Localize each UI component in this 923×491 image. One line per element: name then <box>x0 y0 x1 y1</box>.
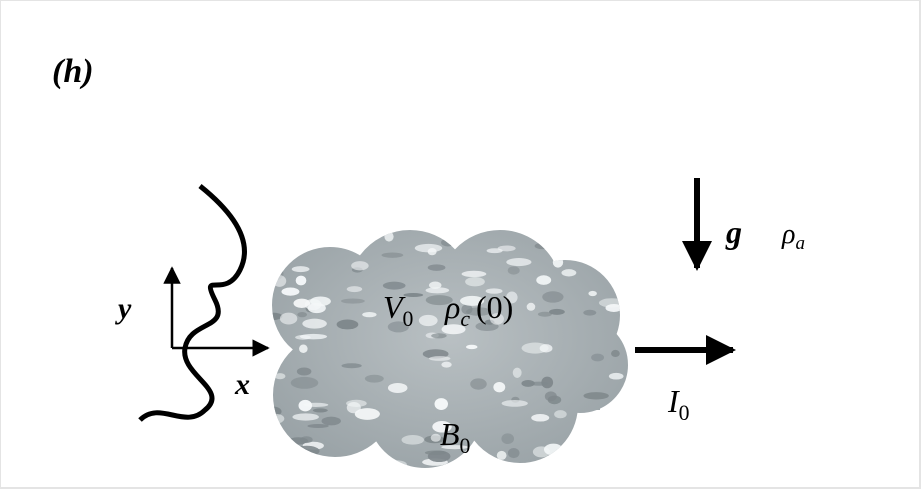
speckle <box>435 398 448 410</box>
speckle <box>310 296 331 306</box>
symbol: B <box>440 416 460 452</box>
argument: (0) <box>476 289 513 325</box>
speckle <box>487 248 503 253</box>
speckle <box>429 281 442 288</box>
speckle <box>428 264 446 270</box>
speckle <box>299 400 313 411</box>
speckle <box>415 244 442 252</box>
speckle <box>429 356 451 361</box>
speckle <box>470 378 487 389</box>
speckle <box>536 275 551 285</box>
speckle <box>541 377 553 389</box>
speckle <box>527 303 536 311</box>
speckle <box>431 333 447 338</box>
speckle <box>538 312 552 317</box>
speckle <box>542 291 563 302</box>
speckle <box>292 413 318 420</box>
speckle <box>365 375 384 383</box>
speckle <box>403 293 423 297</box>
speckle <box>508 266 520 274</box>
speckle <box>591 354 604 362</box>
subscript: 0 <box>460 434 471 458</box>
y-axis-label: y <box>115 292 132 325</box>
speckle <box>388 383 408 393</box>
speckle <box>497 451 507 460</box>
speckle <box>462 271 487 277</box>
speckle <box>300 436 312 443</box>
speckle <box>531 414 549 422</box>
panel-label: (h) <box>52 53 94 90</box>
speckle <box>609 373 624 380</box>
speckle <box>341 363 361 368</box>
speckle <box>508 448 520 458</box>
speckle <box>554 410 567 418</box>
speckle <box>513 368 522 378</box>
speckle <box>583 392 608 399</box>
speckle <box>402 435 425 445</box>
speckle <box>299 344 308 353</box>
symbol: ρ <box>781 219 795 250</box>
speckle <box>321 417 340 426</box>
subscript: 0 <box>679 401 690 425</box>
speckle <box>292 266 310 272</box>
speckle <box>521 380 534 387</box>
speckle <box>295 335 311 340</box>
x-axis-label: x <box>234 368 250 401</box>
speckle <box>307 424 328 428</box>
density-label: ρc(0) <box>444 289 513 331</box>
speckle <box>347 286 362 292</box>
speckle <box>280 313 297 325</box>
speckle <box>502 400 528 407</box>
speckle <box>362 312 376 317</box>
speckle <box>533 446 550 457</box>
speckle <box>281 287 299 295</box>
speckle <box>419 315 438 326</box>
gravity-label: g <box>725 214 742 250</box>
speckle <box>296 276 307 286</box>
speckle <box>545 391 557 401</box>
speckle <box>346 400 367 407</box>
speckle <box>501 433 514 444</box>
speckle <box>583 310 596 316</box>
speckle <box>297 312 307 317</box>
subscript: c <box>460 307 470 331</box>
symbol: ρ <box>444 289 460 325</box>
speckle <box>588 291 596 296</box>
speckle <box>297 367 312 375</box>
speckle <box>493 382 505 392</box>
speckle <box>302 319 327 329</box>
speckle <box>313 408 328 412</box>
speckle <box>337 320 359 330</box>
subscript: a <box>795 233 805 254</box>
speckle <box>465 277 485 286</box>
speckle <box>466 345 478 349</box>
speckle <box>291 377 319 389</box>
speckle <box>351 261 369 270</box>
speckle <box>382 252 404 257</box>
speckle <box>341 299 365 304</box>
subscript: 0 <box>403 307 414 331</box>
diagram: (h) y x V0 ρc(0) B0 g ρa I0 <box>0 0 923 491</box>
speckle <box>441 362 451 368</box>
speckle <box>611 350 620 357</box>
speckle <box>561 269 576 276</box>
speckle <box>506 258 531 266</box>
speckle <box>522 343 549 354</box>
page: (h) y x V0 ρc(0) B0 g ρa I0 (() => { con… <box>0 0 923 491</box>
